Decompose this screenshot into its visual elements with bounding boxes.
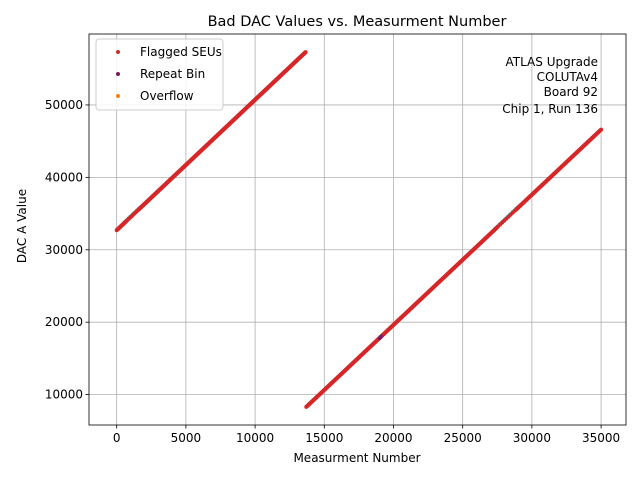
legend-label-overflow: Overflow [140, 89, 194, 103]
y-axis-label: DAC A Value [15, 189, 29, 263]
legend-label-repeat-bin: Repeat Bin [140, 67, 205, 81]
legend-box [95, 38, 224, 111]
y-tick-label-3: 40000 [45, 170, 83, 184]
legend: Flagged SEUs Repeat Bin Overflow [95, 38, 224, 111]
repeat-bin-point-1 [379, 334, 384, 339]
y-axis-ticks: 10000 20000 30000 40000 50000 [45, 98, 89, 402]
x-tick-label-5: 25000 [444, 431, 482, 445]
annotation-line-4: Chip 1, Run 136 [502, 102, 598, 116]
y-tick-label-2: 30000 [45, 243, 83, 257]
plot-frame [88, 33, 627, 426]
x-tick-label-1: 5000 [171, 431, 202, 445]
chart-title: Bad DAC Values vs. Measurment Number [208, 14, 507, 30]
run-annotation: ATLAS Upgrade COLUTAv4 Board 92 Chip 1, … [502, 55, 598, 116]
x-tick-label-6: 30000 [513, 431, 551, 445]
flagged-point-1-420 [599, 127, 604, 132]
x-tick-label-4: 20000 [374, 431, 412, 445]
x-tick-label-3: 15000 [305, 431, 343, 445]
flagged-point-0-420 [303, 50, 308, 55]
y-tick-label-4: 50000 [45, 98, 83, 112]
legend-marker-flagged-seus [116, 50, 120, 54]
annotation-line-3: Board 92 [544, 85, 598, 99]
underlay-points [121, 205, 520, 232]
x-tick-label-7: 35000 [582, 431, 620, 445]
series-layer [114, 50, 604, 409]
x-tick-label-2: 10000 [236, 431, 274, 445]
series-flagged-seus [114, 50, 604, 409]
annotation-line-1: ATLAS Upgrade [505, 55, 598, 69]
legend-marker-overflow [116, 94, 120, 98]
y-tick-label-0: 10000 [45, 388, 83, 402]
annotation-line-2: COLUTAv4 [537, 70, 598, 84]
series-repeat-bin [377, 334, 384, 341]
grid [89, 34, 626, 425]
x-axis-label: Measurment Number [293, 451, 420, 465]
x-tick-label-0: 0 [113, 431, 121, 445]
legend-marker-repeat-bin [116, 72, 120, 76]
x-axis-ticks: 0 5000 10000 15000 20000 25000 30000 35000 [113, 425, 620, 445]
y-tick-label-1: 20000 [45, 315, 83, 329]
legend-label-flagged-seus: Flagged SEUs [140, 45, 222, 59]
